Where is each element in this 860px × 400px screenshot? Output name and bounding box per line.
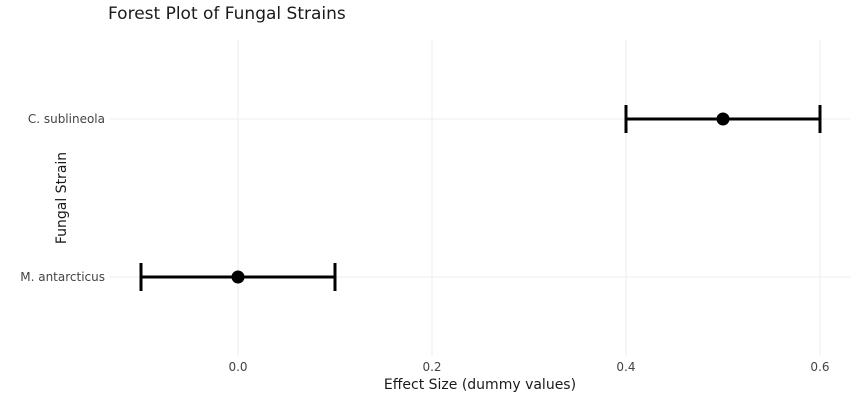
- plot-area: [110, 40, 850, 356]
- x-gridline: [237, 40, 239, 356]
- y-tick-label: M. antarcticus: [20, 270, 105, 284]
- error-bar-cap-high: [818, 105, 822, 133]
- x-tick-label: 0.0: [228, 360, 248, 374]
- y-tick-label: C. sublineola: [27, 112, 105, 126]
- x-tick-label: 0.2: [422, 360, 442, 374]
- x-tick-labels: 0.0 0.2 0.4 0.6: [110, 360, 850, 376]
- x-tick-label: 0.6: [810, 360, 830, 374]
- x-gridline: [625, 40, 627, 356]
- x-tick-label: 0.4: [616, 360, 636, 374]
- y-gridline: [110, 118, 850, 120]
- chart-title: Forest Plot of Fungal Strains: [108, 4, 346, 24]
- effect-point: [231, 270, 245, 284]
- error-bar-cap-high: [333, 263, 337, 291]
- x-gridline: [431, 40, 433, 356]
- x-gridline: [819, 40, 821, 356]
- error-bar-cap-low: [139, 263, 143, 291]
- x-axis-title: Effect Size (dummy values): [383, 377, 577, 393]
- effect-point: [716, 112, 730, 126]
- error-bar-cap-low: [624, 105, 628, 133]
- y-tick-labels: C. sublineola M. antarcticus: [0, 40, 105, 356]
- y-gridline: [110, 276, 850, 278]
